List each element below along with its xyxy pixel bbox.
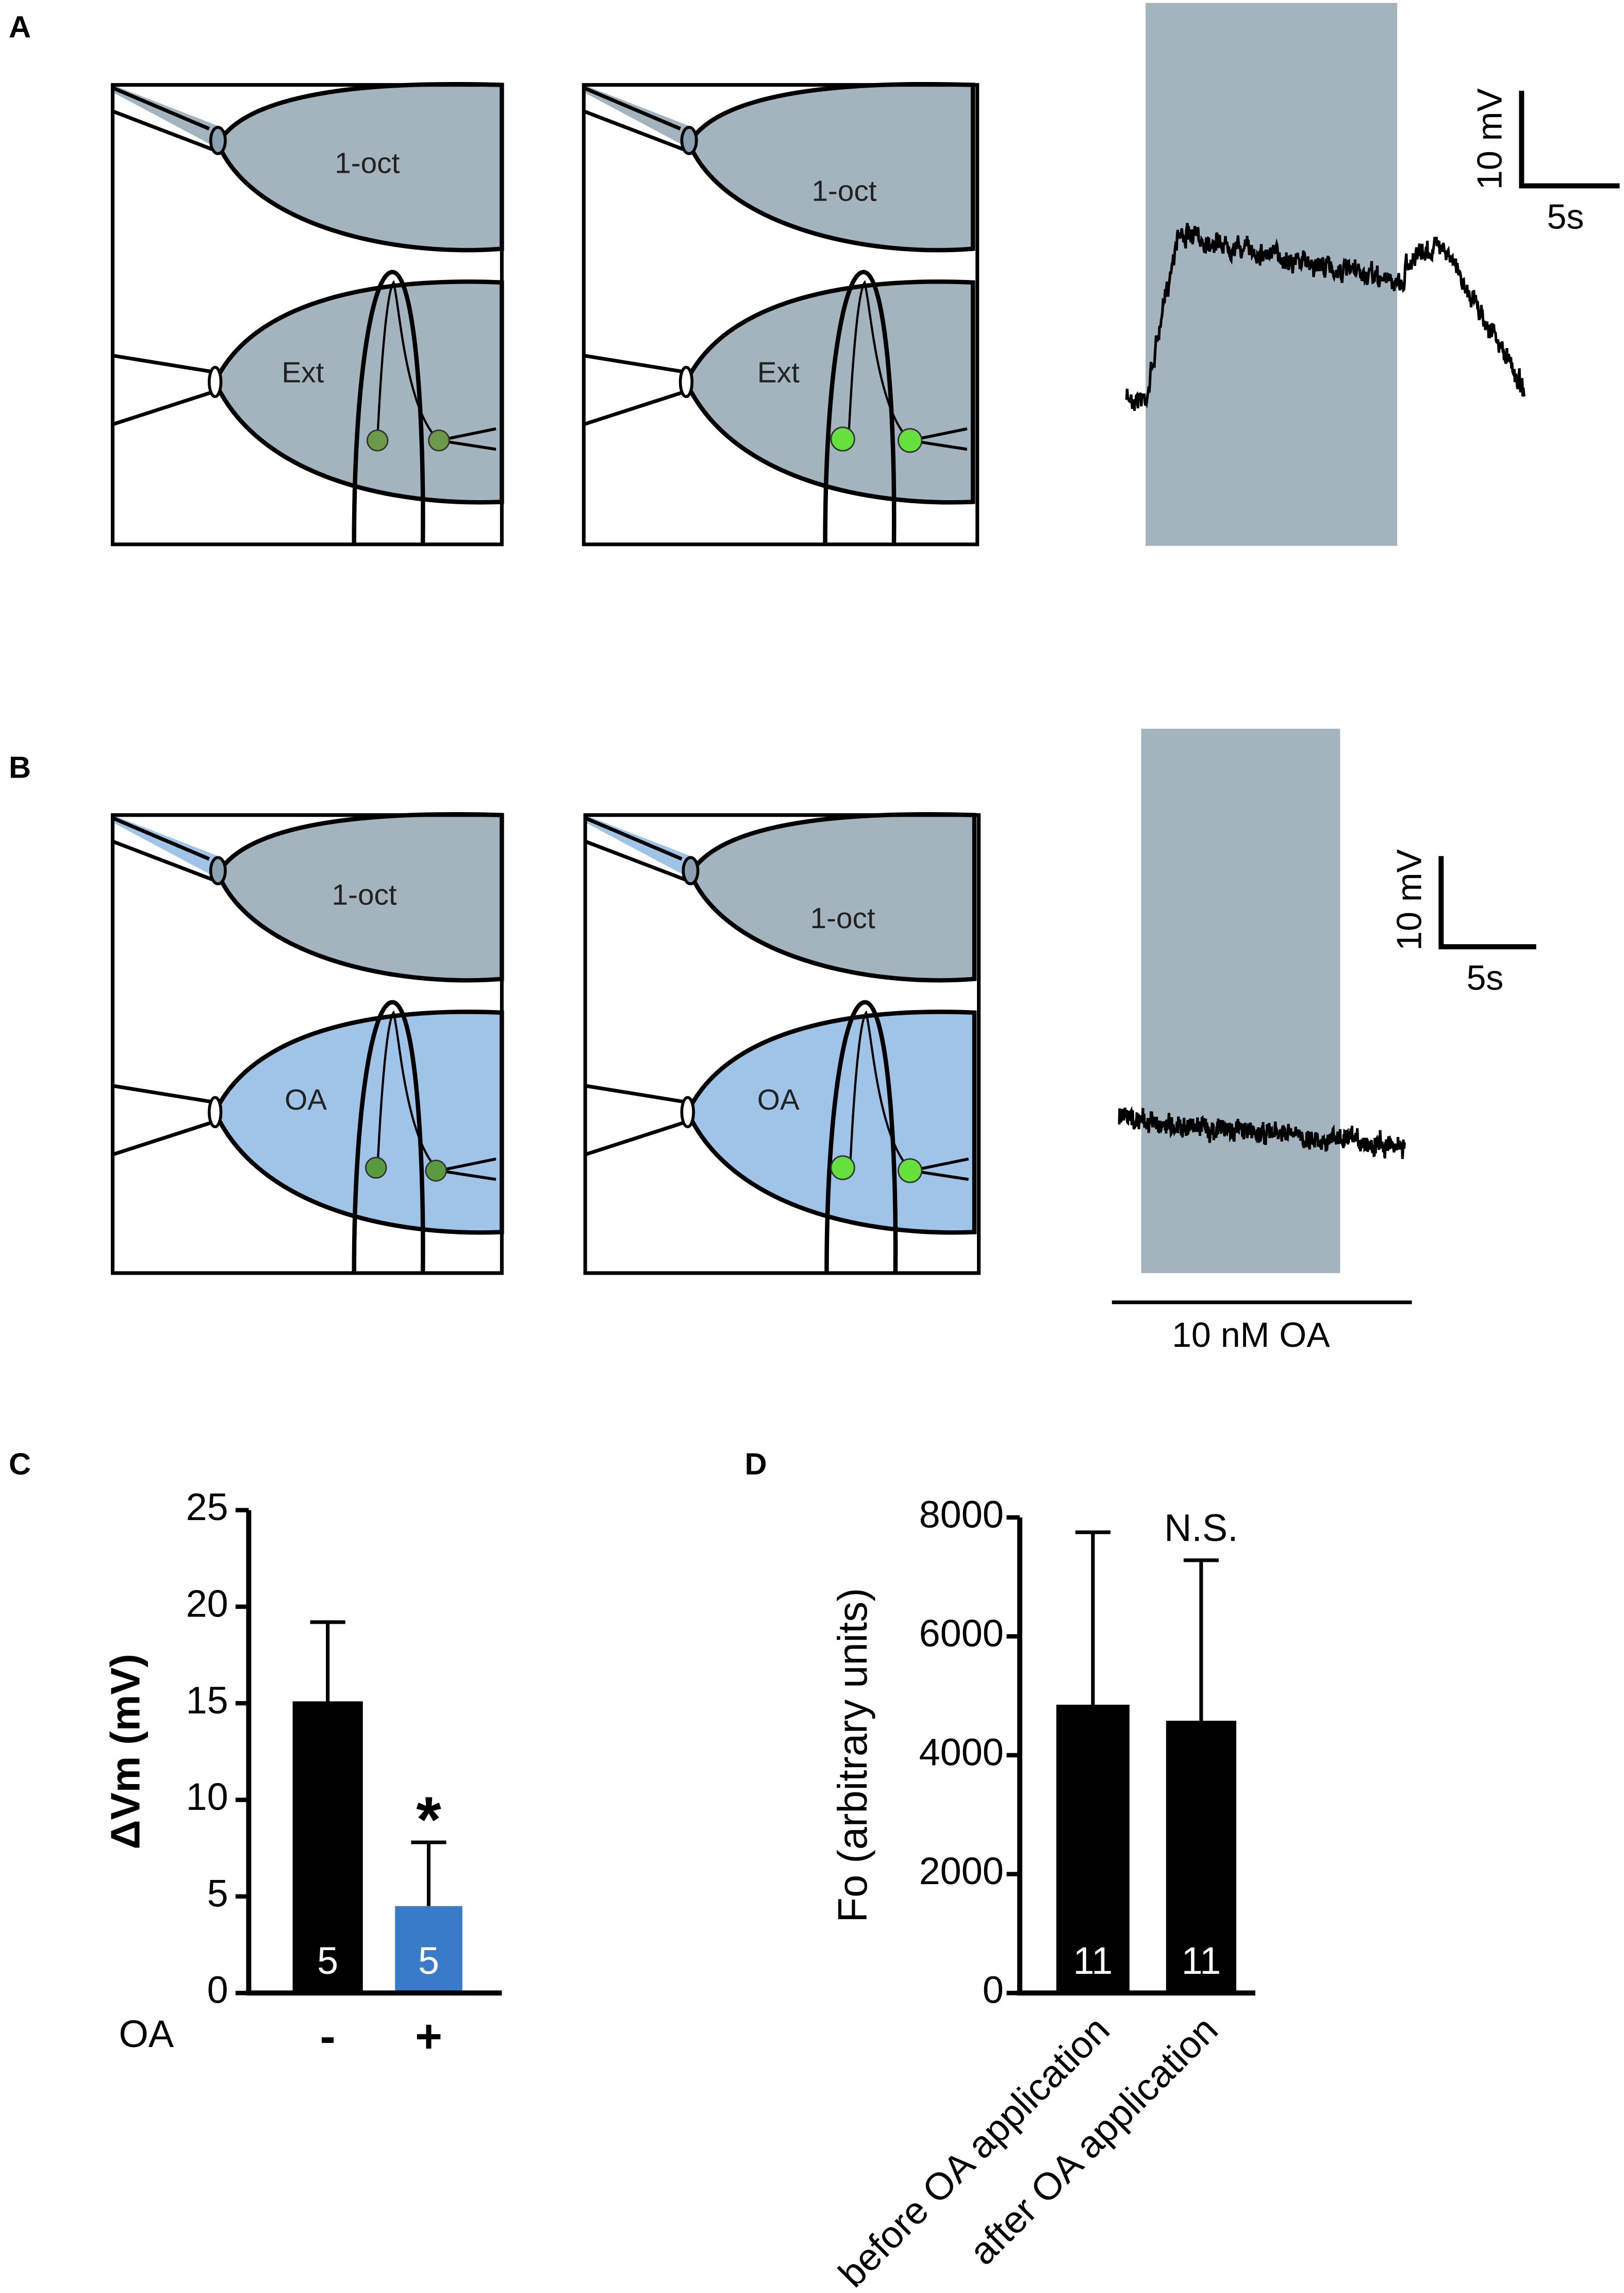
x-axis-label: OA xyxy=(119,2012,174,2055)
y-tick-label: 10 xyxy=(186,1775,228,1818)
diagram-label: 1-oct xyxy=(810,902,875,935)
diagram-label: Ext xyxy=(281,357,324,389)
diagram-label: OA xyxy=(757,1084,800,1116)
y-tick-label: 25 xyxy=(186,1486,228,1528)
scale-bar xyxy=(1438,856,1536,950)
y-tick-label: 4000 xyxy=(919,1731,1004,1774)
scale-label: 5s xyxy=(1547,197,1584,237)
n-label: 5 xyxy=(317,1939,338,1982)
schematic xyxy=(585,814,981,1275)
annotation: N.S. xyxy=(1164,1507,1238,1549)
n-label: 5 xyxy=(418,1939,439,1982)
x-tick-label: - xyxy=(320,2010,336,2063)
scale-label: 5s xyxy=(1466,958,1503,997)
diagram-label: OA xyxy=(285,1084,327,1116)
n-label: 11 xyxy=(1073,1939,1113,1982)
panel-label: B xyxy=(9,750,31,784)
annotation: * xyxy=(416,1784,441,1856)
schematic xyxy=(113,814,502,1275)
n-label: 11 xyxy=(1182,1939,1221,1982)
stimulus-label: 10 nM OA xyxy=(1172,1315,1330,1355)
panel-label: C xyxy=(9,1446,31,1481)
y-axis-label: Fo (arbitrary units) xyxy=(830,1588,875,1923)
panel-label: D xyxy=(744,1446,767,1481)
y-tick-label: 8000 xyxy=(919,1493,1004,1536)
scale-bar xyxy=(1519,90,1620,189)
bar xyxy=(395,1906,462,1993)
panel-label: A xyxy=(9,10,31,44)
trace xyxy=(1118,1106,1406,1159)
y-tick-label: 15 xyxy=(186,1679,228,1722)
stimulus-window xyxy=(1141,729,1340,1273)
diagram-label: 1-oct xyxy=(811,175,876,208)
x-tick-label: + xyxy=(415,2010,442,2063)
y-tick-label: 0 xyxy=(983,1969,1004,2011)
schematic xyxy=(584,84,980,545)
bar xyxy=(1056,1705,1130,1993)
schematic xyxy=(113,84,502,545)
y-tick-label: 20 xyxy=(186,1582,228,1625)
diagram-label: Ext xyxy=(757,357,800,389)
y-tick-label: 2000 xyxy=(919,1850,1004,1892)
bar xyxy=(292,1701,363,1993)
diagram-label: 1-oct xyxy=(335,147,400,180)
trace xyxy=(1125,223,1526,411)
y-tick-label: 5 xyxy=(207,1872,228,1915)
y-axis-label: ΔVm (mV) xyxy=(103,1654,148,1849)
y-tick-label: 6000 xyxy=(919,1612,1004,1655)
diagram-label: 1-oct xyxy=(332,879,397,912)
scale-label: 10 mV xyxy=(1470,88,1510,190)
bar xyxy=(1166,1721,1236,1993)
y-tick-label: 0 xyxy=(207,1969,228,2011)
scale-label: 10 mV xyxy=(1389,849,1429,950)
